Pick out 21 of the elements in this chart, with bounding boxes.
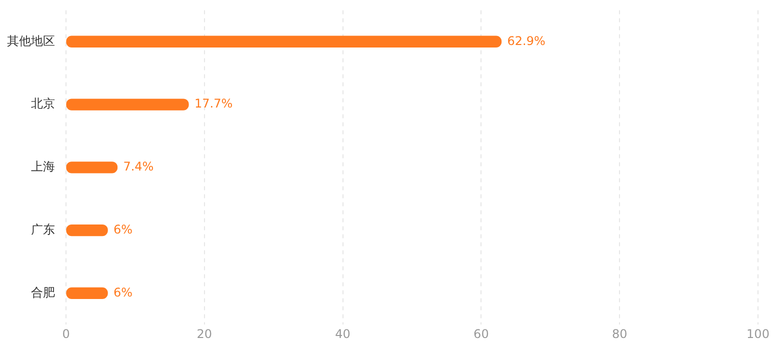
- data-label: 17.7%: [194, 96, 233, 111]
- data-label: 62.9%: [507, 34, 546, 48]
- bar: [66, 36, 502, 48]
- data-label: 6%: [114, 222, 133, 236]
- y-tick-label: 其他地区: [7, 34, 55, 48]
- data-label: 7.4%: [123, 160, 154, 174]
- y-tick-label: 广东: [31, 222, 55, 236]
- x-tick-label: 20: [196, 326, 212, 341]
- y-tick-label: 北京: [31, 96, 55, 111]
- x-tick-label: 100: [746, 326, 770, 341]
- x-tick-label: 80: [612, 326, 628, 341]
- x-tick-label: 40: [335, 326, 350, 341]
- data-label: 6%: [114, 285, 133, 300]
- x-tick-label: 0: [62, 326, 70, 341]
- y-tick-label: 上海: [31, 160, 55, 174]
- bar: [66, 162, 118, 174]
- bar: [66, 287, 108, 299]
- bar: [66, 224, 108, 236]
- x-tick-label: 60: [474, 326, 489, 341]
- bar: [66, 98, 189, 110]
- y-tick-label: 合肥: [31, 285, 55, 300]
